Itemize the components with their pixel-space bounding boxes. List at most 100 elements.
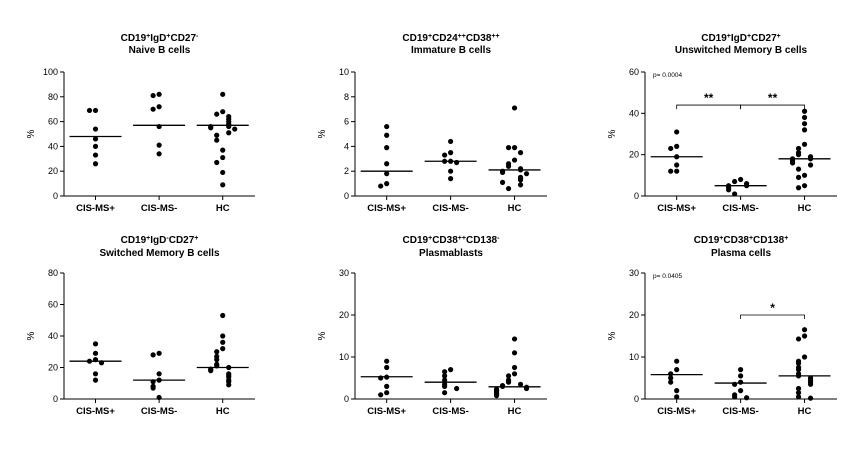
chart-title: CD19+IgD+CD27+: [701, 33, 781, 45]
significance-label: *: [770, 301, 775, 315]
chart-panel-1: CD19+IgD+CD27-Naive B cells020406080100%…: [26, 33, 255, 214]
data-point: [795, 152, 802, 158]
data-point: [801, 172, 808, 178]
x-tick-label: HC: [508, 203, 522, 214]
data-point: [738, 379, 744, 385]
data-point: [738, 367, 744, 373]
y-axis-label: %: [26, 331, 37, 340]
title-segment: CD27: [169, 235, 195, 246]
y-tick-label: 30: [629, 268, 639, 278]
data-point: [442, 377, 448, 383]
p-value-label: p= 0.0405: [653, 273, 682, 280]
x-tick-label: CIS-MS-: [722, 203, 758, 214]
data-point: [801, 354, 808, 360]
title-segment: CD27: [170, 33, 196, 44]
title-superscript: +: [194, 235, 198, 242]
data-point: [220, 346, 226, 352]
data-point: [668, 379, 674, 385]
y-tick-label: 4: [344, 141, 349, 151]
data-point: [674, 358, 680, 364]
p-value-label: p= 0.0004: [653, 72, 682, 79]
data-point: [92, 377, 99, 383]
data-point: [795, 360, 802, 366]
title-segment: CD19: [694, 235, 720, 246]
title-superscript: +: [749, 235, 753, 242]
data-point: [378, 183, 384, 189]
y-tick-label: 60: [48, 117, 58, 127]
data-point: [801, 108, 808, 114]
title-segment: CD19: [701, 33, 727, 44]
y-tick-label: 6: [344, 117, 349, 127]
x-tick-label: CIS-MS+: [76, 203, 115, 214]
x-tick-label: HC: [216, 203, 230, 214]
data-point: [150, 385, 156, 391]
data-point: [156, 151, 162, 157]
data-point: [442, 369, 448, 375]
title-superscript: +: [428, 33, 432, 40]
y-tick-label: 10: [339, 352, 349, 362]
data-point: [92, 371, 99, 377]
data-point: [442, 383, 448, 389]
data-point: [795, 367, 802, 373]
data-point: [384, 171, 390, 177]
data-point: [92, 161, 99, 167]
data-point: [226, 130, 232, 136]
title-superscript: -: [497, 235, 500, 242]
data-point: [448, 176, 454, 182]
title-segment: IgD: [150, 33, 166, 44]
data-point: [795, 174, 802, 180]
data-point: [744, 395, 750, 401]
y-tick-label: 80: [48, 92, 58, 102]
data-point: [150, 92, 156, 99]
title-segment: CD38: [466, 33, 492, 44]
data-point: [208, 368, 214, 374]
data-point: [801, 327, 808, 333]
title-segment: IgD: [150, 235, 166, 246]
data-point: [92, 341, 99, 347]
data-point: [517, 381, 524, 387]
chart-subtitle: Plasma cells: [711, 248, 771, 259]
title-segment: CD19: [403, 235, 429, 246]
y-tick-label: 0: [634, 394, 639, 404]
significance-bracket: [740, 314, 805, 319]
data-point: [156, 371, 162, 377]
title-superscript: -: [196, 33, 199, 40]
data-point: [505, 163, 512, 169]
title-superscript: +: [747, 33, 751, 40]
data-point: [505, 373, 512, 379]
data-point: [220, 109, 226, 115]
data-point: [92, 126, 99, 132]
data-point: [674, 388, 680, 394]
title-segment: CD138: [466, 235, 498, 246]
chart-title: CD19+CD24++CD38++: [402, 33, 499, 45]
data-point: [674, 162, 680, 168]
x-tick-label: CIS-MS-: [141, 203, 177, 214]
data-point: [738, 176, 744, 183]
data-point: [214, 111, 220, 117]
data-point: [226, 382, 232, 388]
data-point: [511, 157, 518, 163]
data-point: [807, 395, 814, 401]
data-point: [801, 141, 808, 147]
title-superscript: +: [719, 235, 723, 242]
data-point: [801, 127, 808, 133]
x-tick-label: HC: [798, 406, 812, 417]
x-tick-label: CIS-MS+: [367, 203, 406, 214]
data-point: [214, 349, 220, 355]
data-point: [220, 339, 226, 345]
y-tick-label: 30: [339, 268, 349, 278]
y-tick-label: 20: [339, 310, 349, 320]
x-tick-label: CIS-MS-: [432, 203, 468, 214]
data-point: [505, 379, 512, 385]
chart-subtitle: Naive B cells: [129, 45, 191, 56]
y-tick-label: 10: [339, 67, 349, 77]
data-point: [378, 392, 384, 398]
data-point: [499, 169, 506, 176]
title-segment: CD19: [121, 33, 147, 44]
data-point: [801, 121, 808, 127]
data-point: [442, 390, 448, 396]
chart-subtitle: Switched Memory B cells: [99, 248, 219, 259]
data-point: [795, 394, 802, 400]
data-point: [220, 312, 226, 319]
chart-panel-5: CD19+CD38++CD138-Plasmablasts0102030%CIS…: [317, 235, 547, 417]
